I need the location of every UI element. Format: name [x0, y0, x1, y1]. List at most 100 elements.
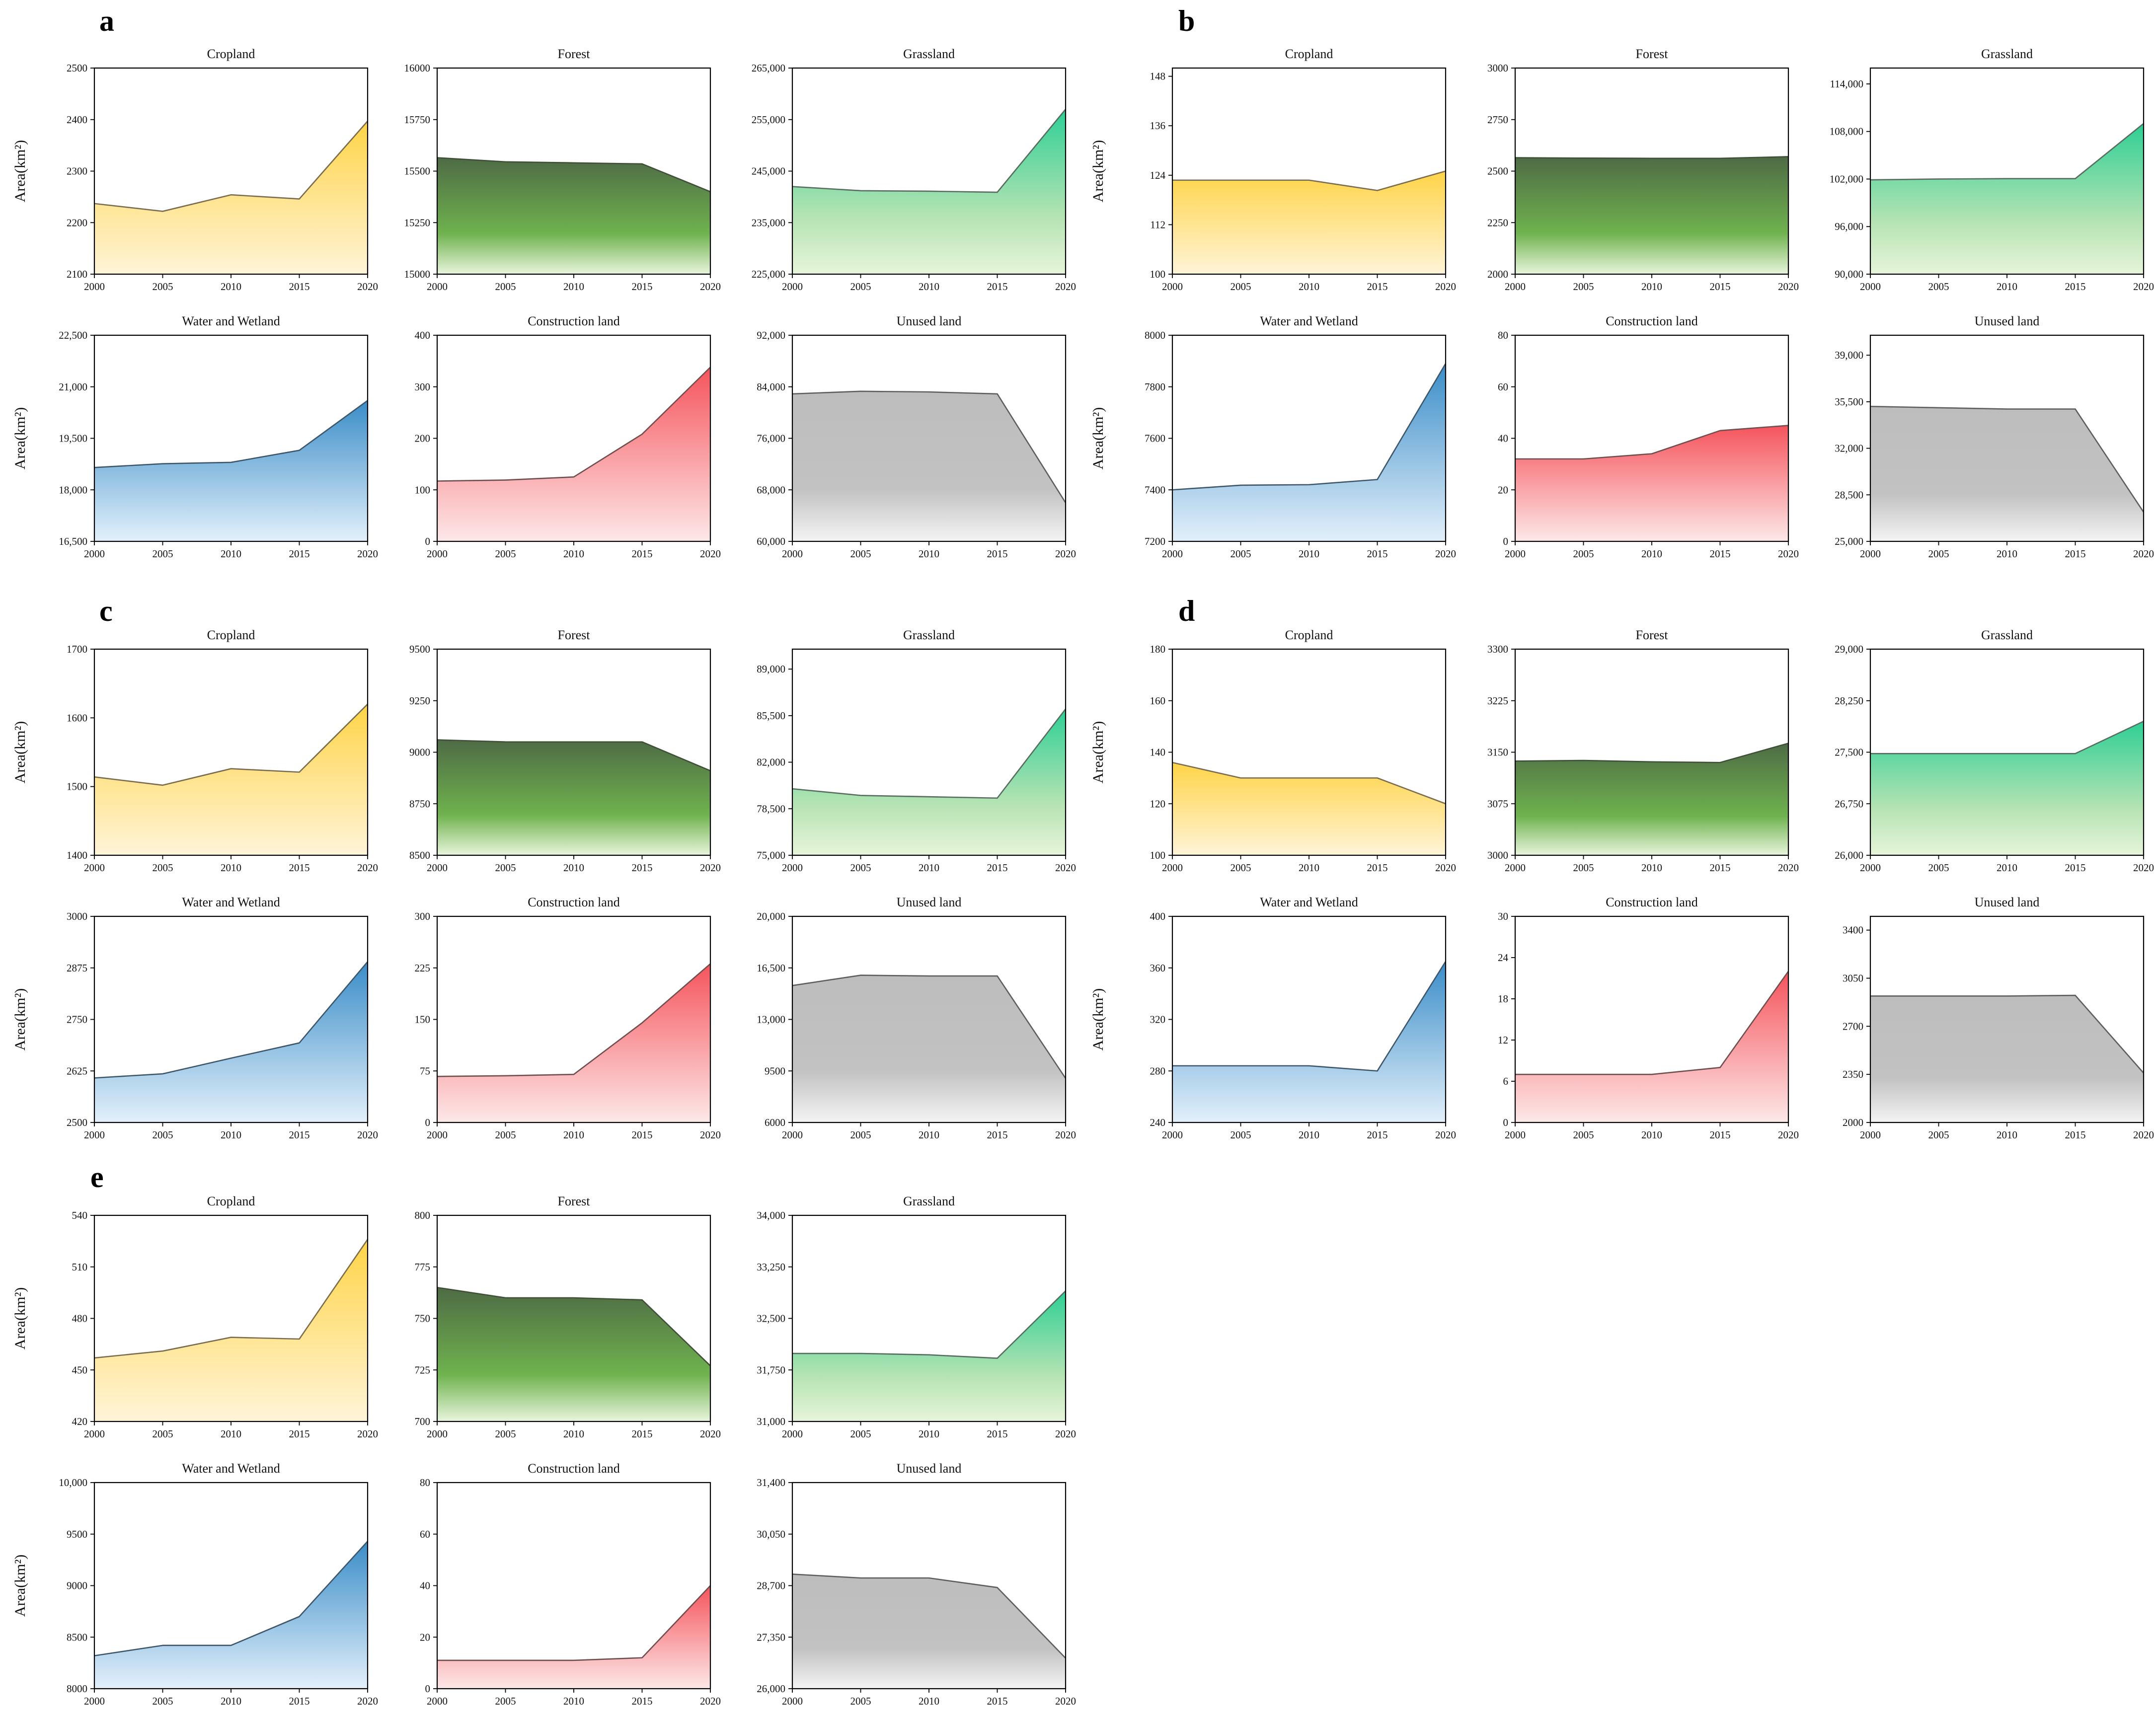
chart-a-unused-land-xtick-label: 2000: [782, 548, 803, 560]
chart-c-grassland-xtick-label: 2000: [782, 862, 803, 874]
chart-e-construction-land-ytick-label: 60: [420, 1528, 430, 1540]
chart-e-cropland-xtick-label: 2015: [289, 1428, 310, 1440]
chart-e-water-and-wetland-ytick-label: 10,000: [59, 1477, 87, 1489]
chart-b-unused-land-xtick-label: 2015: [2065, 548, 2086, 560]
chart-d-water-and-wetland-xtick-label: 2010: [1299, 1129, 1319, 1141]
chart-b-cropland-xtick-label: 2005: [1231, 281, 1251, 293]
chart-a-cropland-ytick-label: 2300: [67, 165, 87, 177]
chart-c-unused-land-ytick-label: 13,000: [757, 1014, 785, 1026]
chart-d-grassland-ytick-label: 29,000: [1835, 643, 1863, 655]
chart-a-cropland-ylabel: Area(km²): [12, 140, 28, 203]
chart-b-unused-land-ytick-label: 39,000: [1835, 349, 1863, 361]
chart-d-construction-land-xtick-label: 2015: [1710, 1129, 1731, 1141]
chart-a-water-and-wetland-area: [94, 400, 368, 541]
chart-a-construction-land-ytick-label: 100: [415, 484, 431, 496]
chart-b-grassland-xtick-label: 2015: [2065, 281, 2086, 293]
chart-e-unused-land-xtick-label: 2010: [919, 1695, 939, 1707]
chart-d-unused-land-ytick-label: 3050: [1843, 972, 1863, 984]
chart-c-water-and-wetland-xtick-label: 2010: [221, 1129, 241, 1141]
chart-b-cropland-title: Cropland: [1285, 47, 1333, 61]
chart-c-unused-land-ytick-label: 16,500: [757, 962, 785, 974]
chart-c-water-and-wetland-ytick-label: 3000: [67, 910, 87, 922]
chart-a-cropland-xtick-label: 2015: [289, 281, 310, 293]
chart-b-water-and-wetland-xtick-label: 2020: [1435, 548, 1456, 560]
chart-a-water-and-wetland-ytick-label: 16,500: [59, 535, 87, 547]
chart-a-grassland-ytick-label: 235,000: [752, 217, 785, 228]
chart-a-grassland-xtick-label: 2000: [782, 281, 803, 293]
chart-d-grassland-xtick-label: 2000: [1860, 862, 1881, 874]
chart-a-forest-xtick-label: 2000: [427, 281, 448, 293]
chart-e-unused-land-xtick-label: 2000: [782, 1695, 803, 1707]
chart-e-water-and-wetland-ytick-label: 8000: [67, 1683, 87, 1695]
chart-d-forest-xtick-label: 2000: [1505, 862, 1526, 874]
chart-b-water-and-wetland-area: [1172, 364, 1446, 541]
chart-d-grassland-title: Grassland: [1981, 628, 2033, 642]
chart-d-cropland-title: Cropland: [1285, 628, 1333, 642]
chart-a-forest-ytick-label: 15500: [404, 165, 431, 177]
chart-c-cropland-title: Cropland: [207, 628, 255, 642]
chart-c-cropland-ytick-label: 1500: [67, 781, 87, 793]
chart-c-unused-land-xtick-label: 2000: [782, 1129, 803, 1141]
chart-e-forest-xtick-label: 2010: [563, 1428, 584, 1440]
chart-d-construction-land-ytick-label: 0: [1503, 1117, 1509, 1128]
chart-a-construction-land-ytick-label: 400: [415, 329, 431, 341]
chart-c-grassland-title: Grassland: [903, 628, 955, 642]
chart-b-water-and-wetland-xtick-label: 2000: [1162, 548, 1183, 560]
chart-a-cropland-title: Cropland: [207, 47, 255, 61]
chart-d-cropland-xtick-label: 2020: [1435, 862, 1456, 874]
chart-e-unused-land-ytick-label: 31,400: [757, 1477, 785, 1489]
chart-c-water-and-wetland-xtick-label: 2020: [357, 1129, 378, 1141]
chart-b-construction-land-xtick-label: 2015: [1710, 548, 1731, 560]
chart-d-unused-land-ytick-label: 3400: [1843, 924, 1863, 936]
chart-a-construction-land-area: [437, 367, 710, 541]
chart-b-construction-land-area: [1515, 426, 1788, 541]
chart-e-cropland-xtick-label: 2005: [153, 1428, 173, 1440]
chart-c-cropland-ytick-label: 1600: [67, 712, 87, 724]
chart-c-construction-land-xtick-label: 2015: [632, 1129, 653, 1141]
chart-e-construction-land-ytick-label: 0: [425, 1683, 431, 1695]
chart-b-water-and-wetland-xtick-label: 2010: [1299, 548, 1319, 560]
chart-e-cropland-ytick-label: 420: [72, 1416, 88, 1427]
chart-e-water-and-wetland-xtick-label: 2020: [357, 1695, 378, 1707]
chart-a-water-and-wetland-xtick-label: 2005: [153, 548, 173, 560]
chart-a-construction-land-xtick-label: 2010: [563, 548, 584, 560]
chart-a-cropland-xtick-label: 2000: [84, 281, 105, 293]
chart-b-construction-land-xtick-label: 2020: [1778, 548, 1799, 560]
chart-b-forest-ytick-label: 2250: [1487, 217, 1508, 228]
chart-c-construction-land-ytick-label: 300: [415, 910, 431, 922]
chart-a-unused-land-ytick-label: 84,000: [757, 381, 785, 393]
chart-d-forest-ytick-label: 3225: [1487, 695, 1508, 707]
chart-c-grassland-xtick-label: 2010: [919, 862, 939, 874]
chart-d-unused-land-xtick-label: 2020: [2133, 1129, 2154, 1141]
chart-e-water-and-wetland-area: [94, 1541, 368, 1689]
chart-b-unused-land-ytick-label: 25,000: [1835, 535, 1863, 547]
chart-a-unused-land-area: [792, 391, 1066, 541]
chart-d-forest-title: Forest: [1636, 628, 1669, 642]
chart-a-unused-land-ytick-label: 68,000: [757, 484, 785, 496]
chart-d-cropland-xtick-label: 2000: [1162, 862, 1183, 874]
chart-e-construction-land-ytick-label: 80: [420, 1477, 430, 1489]
chart-e-forest-ytick-label: 700: [415, 1416, 431, 1427]
chart-b-forest-xtick-label: 2015: [1710, 281, 1731, 293]
chart-b-water-and-wetland-ylabel: Area(km²): [1090, 407, 1106, 470]
chart-d-construction-land-ytick-label: 18: [1498, 993, 1508, 1005]
chart-e-unused-land-ytick-label: 28,700: [757, 1580, 785, 1592]
chart-e-grassland-ytick-label: 31,750: [757, 1364, 785, 1376]
chart-d-unused-land-xtick-label: 2000: [1860, 1129, 1881, 1141]
chart-b-cropland-xtick-label: 2015: [1367, 281, 1388, 293]
chart-c-forest-ytick-label: 9500: [409, 643, 430, 655]
chart-a-unused-land-title: Unused land: [897, 314, 962, 328]
chart-b-cropland-xtick-label: 2000: [1162, 281, 1183, 293]
chart-a-forest-xtick-label: 2020: [700, 281, 721, 293]
chart-e-water-and-wetland-xtick-label: 2000: [84, 1695, 105, 1707]
chart-d-water-and-wetland-title: Water and Wetland: [1260, 895, 1358, 909]
chart-a-grassland-xtick-label: 2010: [919, 281, 939, 293]
